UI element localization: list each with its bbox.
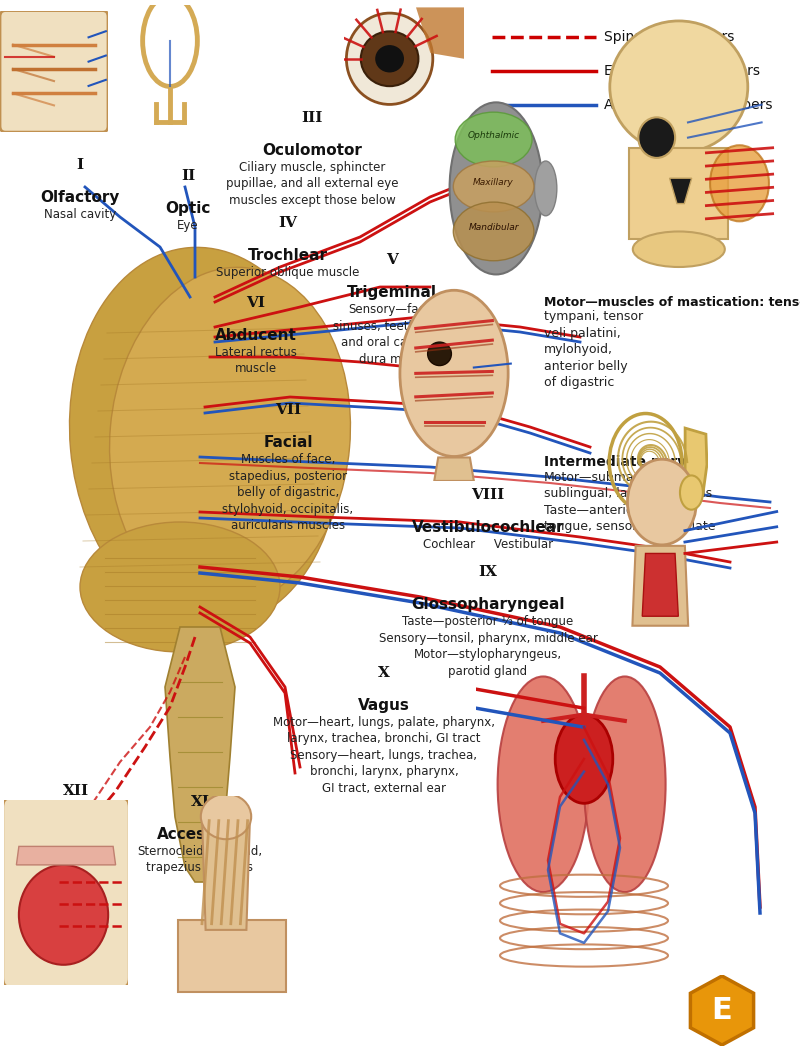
Text: VI: VI bbox=[246, 296, 266, 310]
Text: Vestibulocochlear: Vestibulocochlear bbox=[412, 520, 564, 535]
Text: V: V bbox=[386, 254, 398, 267]
Ellipse shape bbox=[610, 21, 748, 153]
Text: Afferent (sensory) fibers: Afferent (sensory) fibers bbox=[604, 97, 773, 112]
Text: Glossopharyngeal: Glossopharyngeal bbox=[411, 597, 565, 612]
Text: XI: XI bbox=[190, 795, 210, 809]
Text: Strap
muscles
(C1, 2, 3
fibers): Strap muscles (C1, 2, 3 fibers) bbox=[14, 911, 62, 960]
Ellipse shape bbox=[346, 13, 433, 105]
Text: VIII: VIII bbox=[471, 488, 505, 502]
Ellipse shape bbox=[633, 231, 725, 267]
Ellipse shape bbox=[455, 112, 532, 167]
Text: IX: IX bbox=[478, 565, 498, 579]
Text: Abducent: Abducent bbox=[215, 328, 297, 342]
Text: Spinal nerve fibers: Spinal nerve fibers bbox=[604, 30, 734, 44]
Text: Superior oblique muscle: Superior oblique muscle bbox=[216, 266, 360, 279]
Text: Muscles of face,
stapedius, posterior
belly of digastric,
stylohyoid, occipitali: Muscles of face, stapedius, posterior be… bbox=[222, 453, 354, 533]
Polygon shape bbox=[416, 7, 464, 59]
Polygon shape bbox=[16, 847, 116, 865]
Text: Motor—heart, lungs, palate, pharynx,
larynx, trachea, bronchi, GI tract
Sensory—: Motor—heart, lungs, palate, pharynx, lar… bbox=[273, 716, 495, 795]
Polygon shape bbox=[202, 816, 250, 930]
Text: Motor—submandibular,
sublingual, lacrimal glands
Taste—anterior ₂₃ of
tongue, se: Motor—submandibular, sublingual, lacrima… bbox=[544, 470, 715, 533]
Text: tympani, tensor
veli palatini,
mylohyoid,
anterior belly
of digastric: tympani, tensor veli palatini, mylohyoid… bbox=[544, 311, 643, 389]
Text: Lateral rectus
muscle: Lateral rectus muscle bbox=[215, 346, 297, 375]
Text: Optic: Optic bbox=[166, 201, 210, 216]
Text: Vagus: Vagus bbox=[358, 698, 410, 712]
Ellipse shape bbox=[454, 161, 534, 211]
Text: Nasal cavity: Nasal cavity bbox=[44, 208, 116, 221]
Text: Hypoglossal: Hypoglossal bbox=[24, 816, 128, 831]
Polygon shape bbox=[178, 920, 286, 991]
FancyBboxPatch shape bbox=[0, 11, 108, 132]
Text: Olfactory: Olfactory bbox=[40, 190, 120, 205]
Polygon shape bbox=[165, 627, 235, 882]
Ellipse shape bbox=[498, 676, 589, 892]
Ellipse shape bbox=[110, 267, 350, 607]
FancyBboxPatch shape bbox=[2, 798, 130, 987]
Ellipse shape bbox=[70, 247, 341, 627]
Text: Efferent (motor) fibers: Efferent (motor) fibers bbox=[604, 63, 760, 78]
Polygon shape bbox=[690, 976, 754, 1045]
Ellipse shape bbox=[400, 291, 508, 457]
Text: Sensory—face,
sinuses, teeth, orbit
and oral cavities,
dura mater: Sensory—face, sinuses, teeth, orbit and … bbox=[333, 303, 451, 366]
Ellipse shape bbox=[201, 794, 251, 839]
Ellipse shape bbox=[710, 145, 769, 221]
Polygon shape bbox=[685, 428, 707, 501]
Text: Taste—posterior ⅓ of tongue
Sensory—tonsil, pharynx, middle ear
Motor—stylophary: Taste—posterior ⅓ of tongue Sensory—tons… bbox=[378, 615, 598, 678]
Text: E: E bbox=[712, 996, 732, 1025]
Ellipse shape bbox=[680, 476, 703, 509]
Text: Ophthalmic: Ophthalmic bbox=[467, 131, 520, 141]
Ellipse shape bbox=[534, 161, 557, 216]
Ellipse shape bbox=[555, 715, 613, 803]
Text: XII: XII bbox=[63, 784, 89, 798]
Ellipse shape bbox=[450, 103, 542, 275]
Text: Maxillary: Maxillary bbox=[474, 178, 514, 187]
Text: Mandibular: Mandibular bbox=[468, 223, 519, 233]
Circle shape bbox=[375, 45, 404, 73]
Text: I: I bbox=[77, 159, 83, 172]
Text: Eye: Eye bbox=[177, 219, 199, 231]
Ellipse shape bbox=[627, 460, 696, 545]
Ellipse shape bbox=[80, 522, 280, 652]
Text: VII: VII bbox=[275, 404, 301, 418]
Text: Ciliary muscle, sphincter
pupillae, and all external eye
muscles except those be: Ciliary muscle, sphincter pupillae, and … bbox=[226, 161, 398, 207]
Polygon shape bbox=[629, 148, 729, 239]
Text: IV: IV bbox=[278, 217, 298, 230]
Text: Accessory: Accessory bbox=[157, 827, 243, 841]
Text: Trigeminal: Trigeminal bbox=[347, 285, 437, 300]
Text: III: III bbox=[302, 111, 322, 125]
Text: Facial: Facial bbox=[263, 435, 313, 450]
Ellipse shape bbox=[584, 676, 666, 892]
Text: Tongue
muscles: Tongue muscles bbox=[52, 834, 100, 864]
Text: Trochlear: Trochlear bbox=[248, 248, 328, 263]
Polygon shape bbox=[670, 179, 692, 204]
Ellipse shape bbox=[19, 865, 108, 965]
Polygon shape bbox=[632, 545, 688, 626]
Polygon shape bbox=[434, 458, 474, 481]
Ellipse shape bbox=[428, 342, 451, 366]
Text: X: X bbox=[378, 666, 390, 680]
Ellipse shape bbox=[454, 202, 534, 261]
Text: Intermediate nerve: Intermediate nerve bbox=[544, 455, 696, 468]
Text: Sternocleidomastoid,
trapezius muscles: Sternocleidomastoid, trapezius muscles bbox=[138, 845, 262, 874]
Circle shape bbox=[361, 32, 418, 87]
Text: Oculomotor: Oculomotor bbox=[262, 143, 362, 157]
Text: II: II bbox=[181, 169, 195, 183]
Text: Motor—muscles of mastication: tensor: Motor—muscles of mastication: tensor bbox=[544, 296, 800, 309]
Text: Cochlear     Vestibular: Cochlear Vestibular bbox=[423, 538, 553, 551]
Ellipse shape bbox=[638, 117, 675, 157]
Polygon shape bbox=[642, 554, 678, 616]
